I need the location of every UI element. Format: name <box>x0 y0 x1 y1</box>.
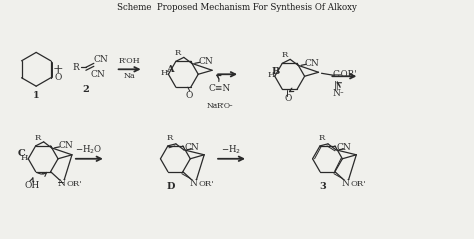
Text: —OR': —OR' <box>333 70 357 79</box>
Text: $-$H$_2$: $-$H$_2$ <box>221 144 241 156</box>
Text: CN: CN <box>93 55 108 64</box>
Text: CN: CN <box>91 70 105 79</box>
Text: CN: CN <box>198 57 213 66</box>
Text: 1: 1 <box>33 91 39 100</box>
Text: C: C <box>18 149 25 158</box>
Text: Scheme  Proposed Mechanism For Synthesis Of Alkoxy: Scheme Proposed Mechanism For Synthesis … <box>117 3 357 12</box>
Text: $-$H$_2$O: $-$H$_2$O <box>75 144 102 156</box>
Text: N: N <box>57 179 65 188</box>
Text: OR': OR' <box>351 180 366 188</box>
Text: R: R <box>35 134 41 142</box>
Text: R: R <box>281 51 287 59</box>
Text: C≡N: C≡N <box>209 84 231 93</box>
Text: 2: 2 <box>82 85 89 94</box>
Text: $^-$: $^-$ <box>339 91 346 96</box>
Text: N: N <box>332 89 340 98</box>
Text: R'OH: R'OH <box>119 57 140 65</box>
Text: N: N <box>190 179 198 188</box>
Text: B: B <box>272 67 280 76</box>
Text: A: A <box>165 65 173 74</box>
Text: CN: CN <box>337 143 351 152</box>
Text: CN: CN <box>184 143 199 152</box>
Text: OH: OH <box>24 181 39 190</box>
Text: +: + <box>53 63 64 76</box>
Text: R: R <box>319 134 325 142</box>
Text: OR': OR' <box>66 180 82 188</box>
Text: $^+$: $^+$ <box>213 103 219 109</box>
Text: 3: 3 <box>319 182 326 191</box>
Text: ‖: ‖ <box>334 81 339 90</box>
Text: Na: Na <box>207 102 218 110</box>
Text: R: R <box>175 49 181 57</box>
Text: C: C <box>333 70 340 79</box>
Text: H: H <box>161 69 168 77</box>
Text: $^-$: $^-$ <box>228 103 234 109</box>
Text: O: O <box>185 91 192 100</box>
Text: R: R <box>73 63 79 72</box>
Text: Na: Na <box>124 72 136 80</box>
Text: CN: CN <box>58 141 73 150</box>
Text: CN: CN <box>305 59 319 68</box>
Text: O: O <box>54 73 62 82</box>
Text: OR': OR' <box>199 180 214 188</box>
Text: N: N <box>342 179 349 188</box>
Text: H: H <box>267 71 274 79</box>
Text: H: H <box>20 154 28 162</box>
Text: D: D <box>166 182 174 191</box>
Text: O: O <box>284 94 292 103</box>
Text: R: R <box>167 134 173 142</box>
Text: R'O: R'O <box>217 102 231 110</box>
